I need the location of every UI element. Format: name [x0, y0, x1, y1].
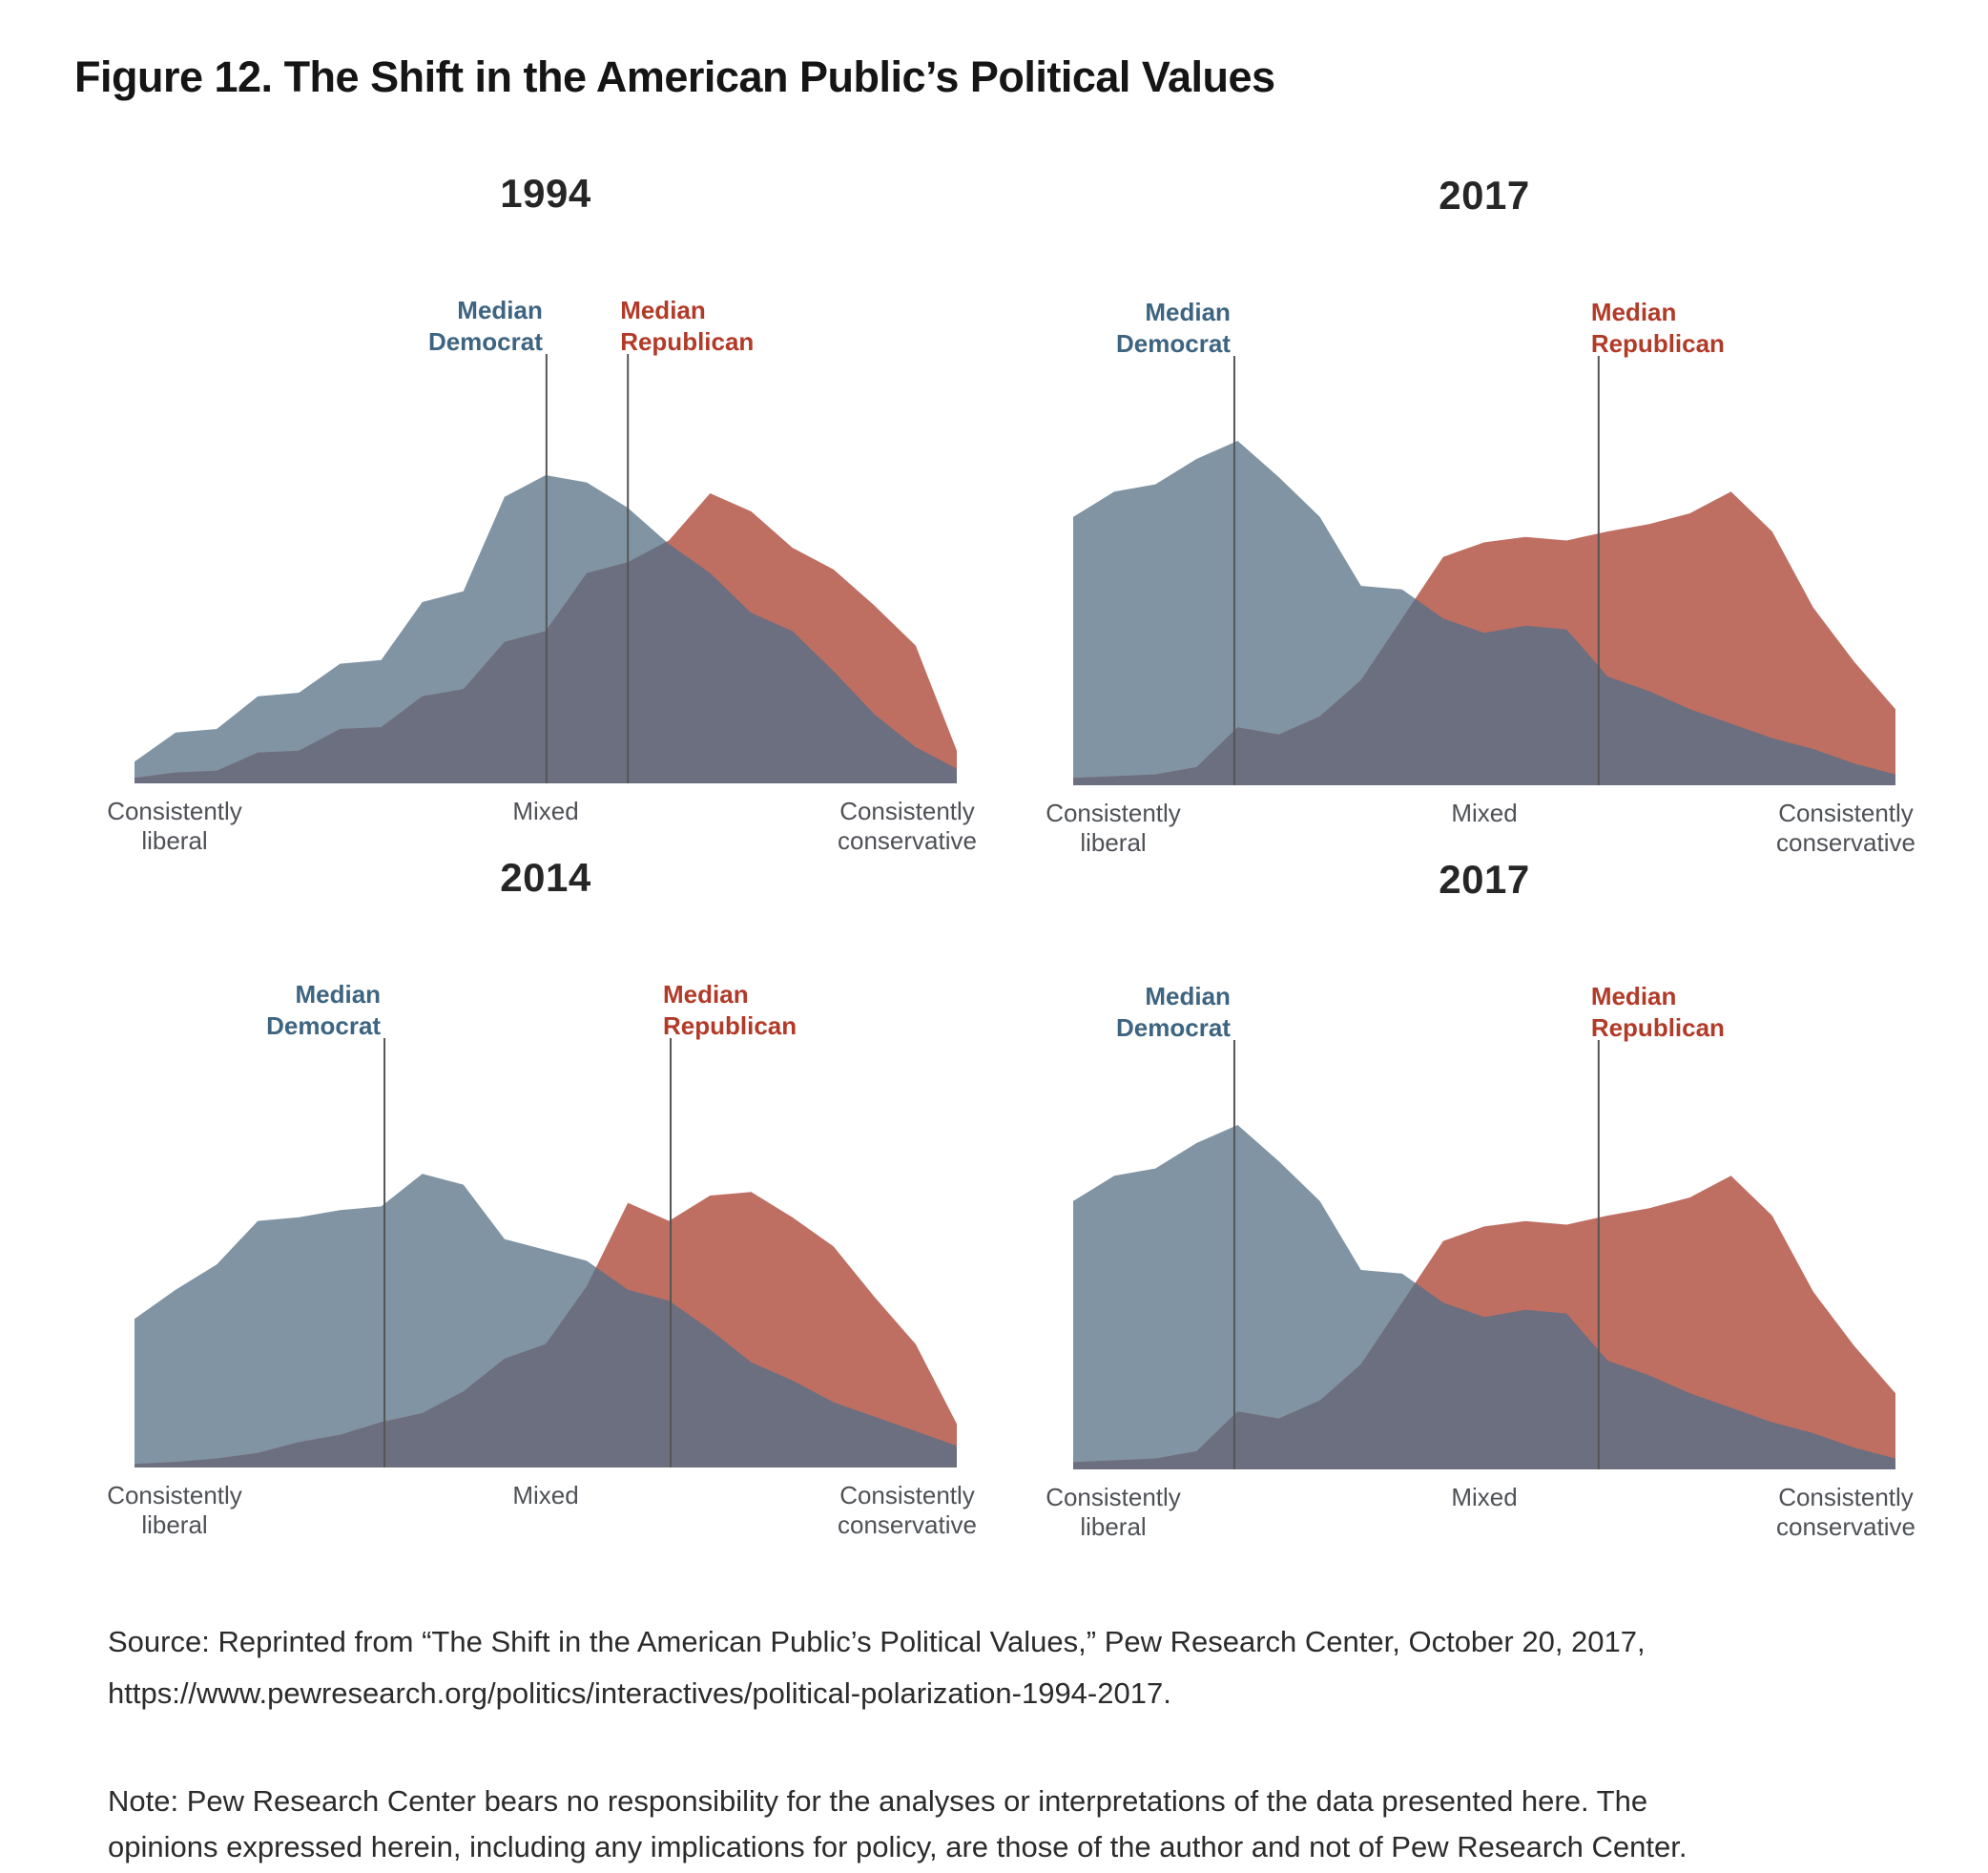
distribution-plot	[1073, 356, 1895, 785]
democrat-area	[1073, 441, 1895, 785]
panel-year: 1994	[500, 171, 591, 216]
panel-year: 2017	[1439, 173, 1530, 218]
note-text-line2: opinions expressed herein, including any…	[108, 1830, 1688, 1863]
axis-label-mixed: Mixed	[1451, 1483, 1518, 1511]
overlap-area	[1073, 598, 1895, 785]
axis-label-consistently-liberal: Consistently liberal	[107, 1481, 242, 1539]
panel-2017-top: 2017 Median Democrat Median Republican C…	[1046, 173, 1916, 857]
median-democrat-label: Median Democrat	[1116, 297, 1231, 360]
democrat-area	[1073, 1125, 1895, 1469]
figure-title: Figure 12. The Shift in the American Pub…	[74, 52, 1275, 101]
axis-label-consistently-conservative: Consistently conservative	[1776, 1483, 1916, 1541]
median-democrat-label-line1: Median	[295, 980, 382, 1009]
median-democrat-label-line2: Democrat	[1116, 329, 1231, 358]
axis-label-consistently-liberal: Consistently liberal	[107, 797, 242, 855]
median-democrat-label-line1: Median	[1145, 982, 1231, 1010]
median-democrat-label-line1: Median	[457, 296, 543, 324]
note-text-line1: Note: Pew Research Center bears no respo…	[108, 1784, 1648, 1818]
axis-label-consistently-liberal: Consistently liberal	[1046, 799, 1181, 857]
median-republican-label-line1: Median	[1590, 298, 1677, 326]
median-republican-label-line1: Median	[1590, 982, 1677, 1010]
median-democrat-label-line2: Democrat	[266, 1011, 382, 1040]
median-democrat-label: Median Democrat	[1116, 981, 1231, 1044]
panel-1994: 1994 Median Democrat Median Republican C…	[107, 171, 977, 855]
median-republican-label-line2: Republican	[620, 327, 755, 356]
median-democrat-label: Median Democrat	[428, 295, 543, 358]
median-democrat-label-line2: Democrat	[1116, 1013, 1231, 1042]
distribution-plot	[1073, 1040, 1895, 1469]
panel-2014: 2014 Median Democrat Median Republican C…	[107, 855, 977, 1539]
axis-label-mixed: Mixed	[512, 797, 579, 825]
axis-label-consistently-conservative: Consistently conservative	[838, 1481, 977, 1539]
median-republican-label: Median Republican	[663, 979, 797, 1042]
median-republican-label: Median Republican	[1591, 981, 1725, 1044]
distribution-plot	[135, 1038, 957, 1467]
axis-label-mixed: Mixed	[512, 1481, 579, 1509]
axis-label-mixed: Mixed	[1451, 799, 1518, 827]
source-text-line2: https://www.pewresearch.org/politics/int…	[108, 1676, 1171, 1710]
panel-year: 2017	[1439, 857, 1530, 902]
axis-label-consistently-conservative: Consistently conservative	[1776, 799, 1916, 857]
median-republican-label-line1: Median	[663, 980, 749, 1009]
axis-label-consistently-liberal: Consistently liberal	[1046, 1483, 1181, 1541]
median-republican-label: Median Republican	[620, 295, 754, 358]
axis-label-consistently-conservative: Consistently conservative	[838, 797, 977, 855]
median-democrat-label-line2: Democrat	[427, 327, 543, 356]
overlap-area	[135, 1267, 957, 1467]
median-republican-label-line1: Median	[620, 296, 706, 324]
median-republican-label-line2: Republican	[1590, 329, 1725, 358]
distribution-plot	[135, 354, 957, 783]
panel-2017-bottom: 2017 Median Democrat Median Republican C…	[1046, 857, 1916, 1541]
overlap-area	[1073, 1282, 1895, 1469]
median-republican-label-line2: Republican	[1590, 1013, 1725, 1042]
median-republican-label-line2: Republican	[663, 1011, 797, 1040]
median-democrat-label: Median Democrat	[266, 979, 381, 1042]
median-republican-label: Median Republican	[1591, 297, 1725, 360]
panel-year: 2014	[500, 855, 591, 900]
source-text-line1: Source: Reprinted from “The Shift in the…	[108, 1625, 1646, 1658]
median-democrat-label-line1: Median	[1145, 298, 1231, 326]
